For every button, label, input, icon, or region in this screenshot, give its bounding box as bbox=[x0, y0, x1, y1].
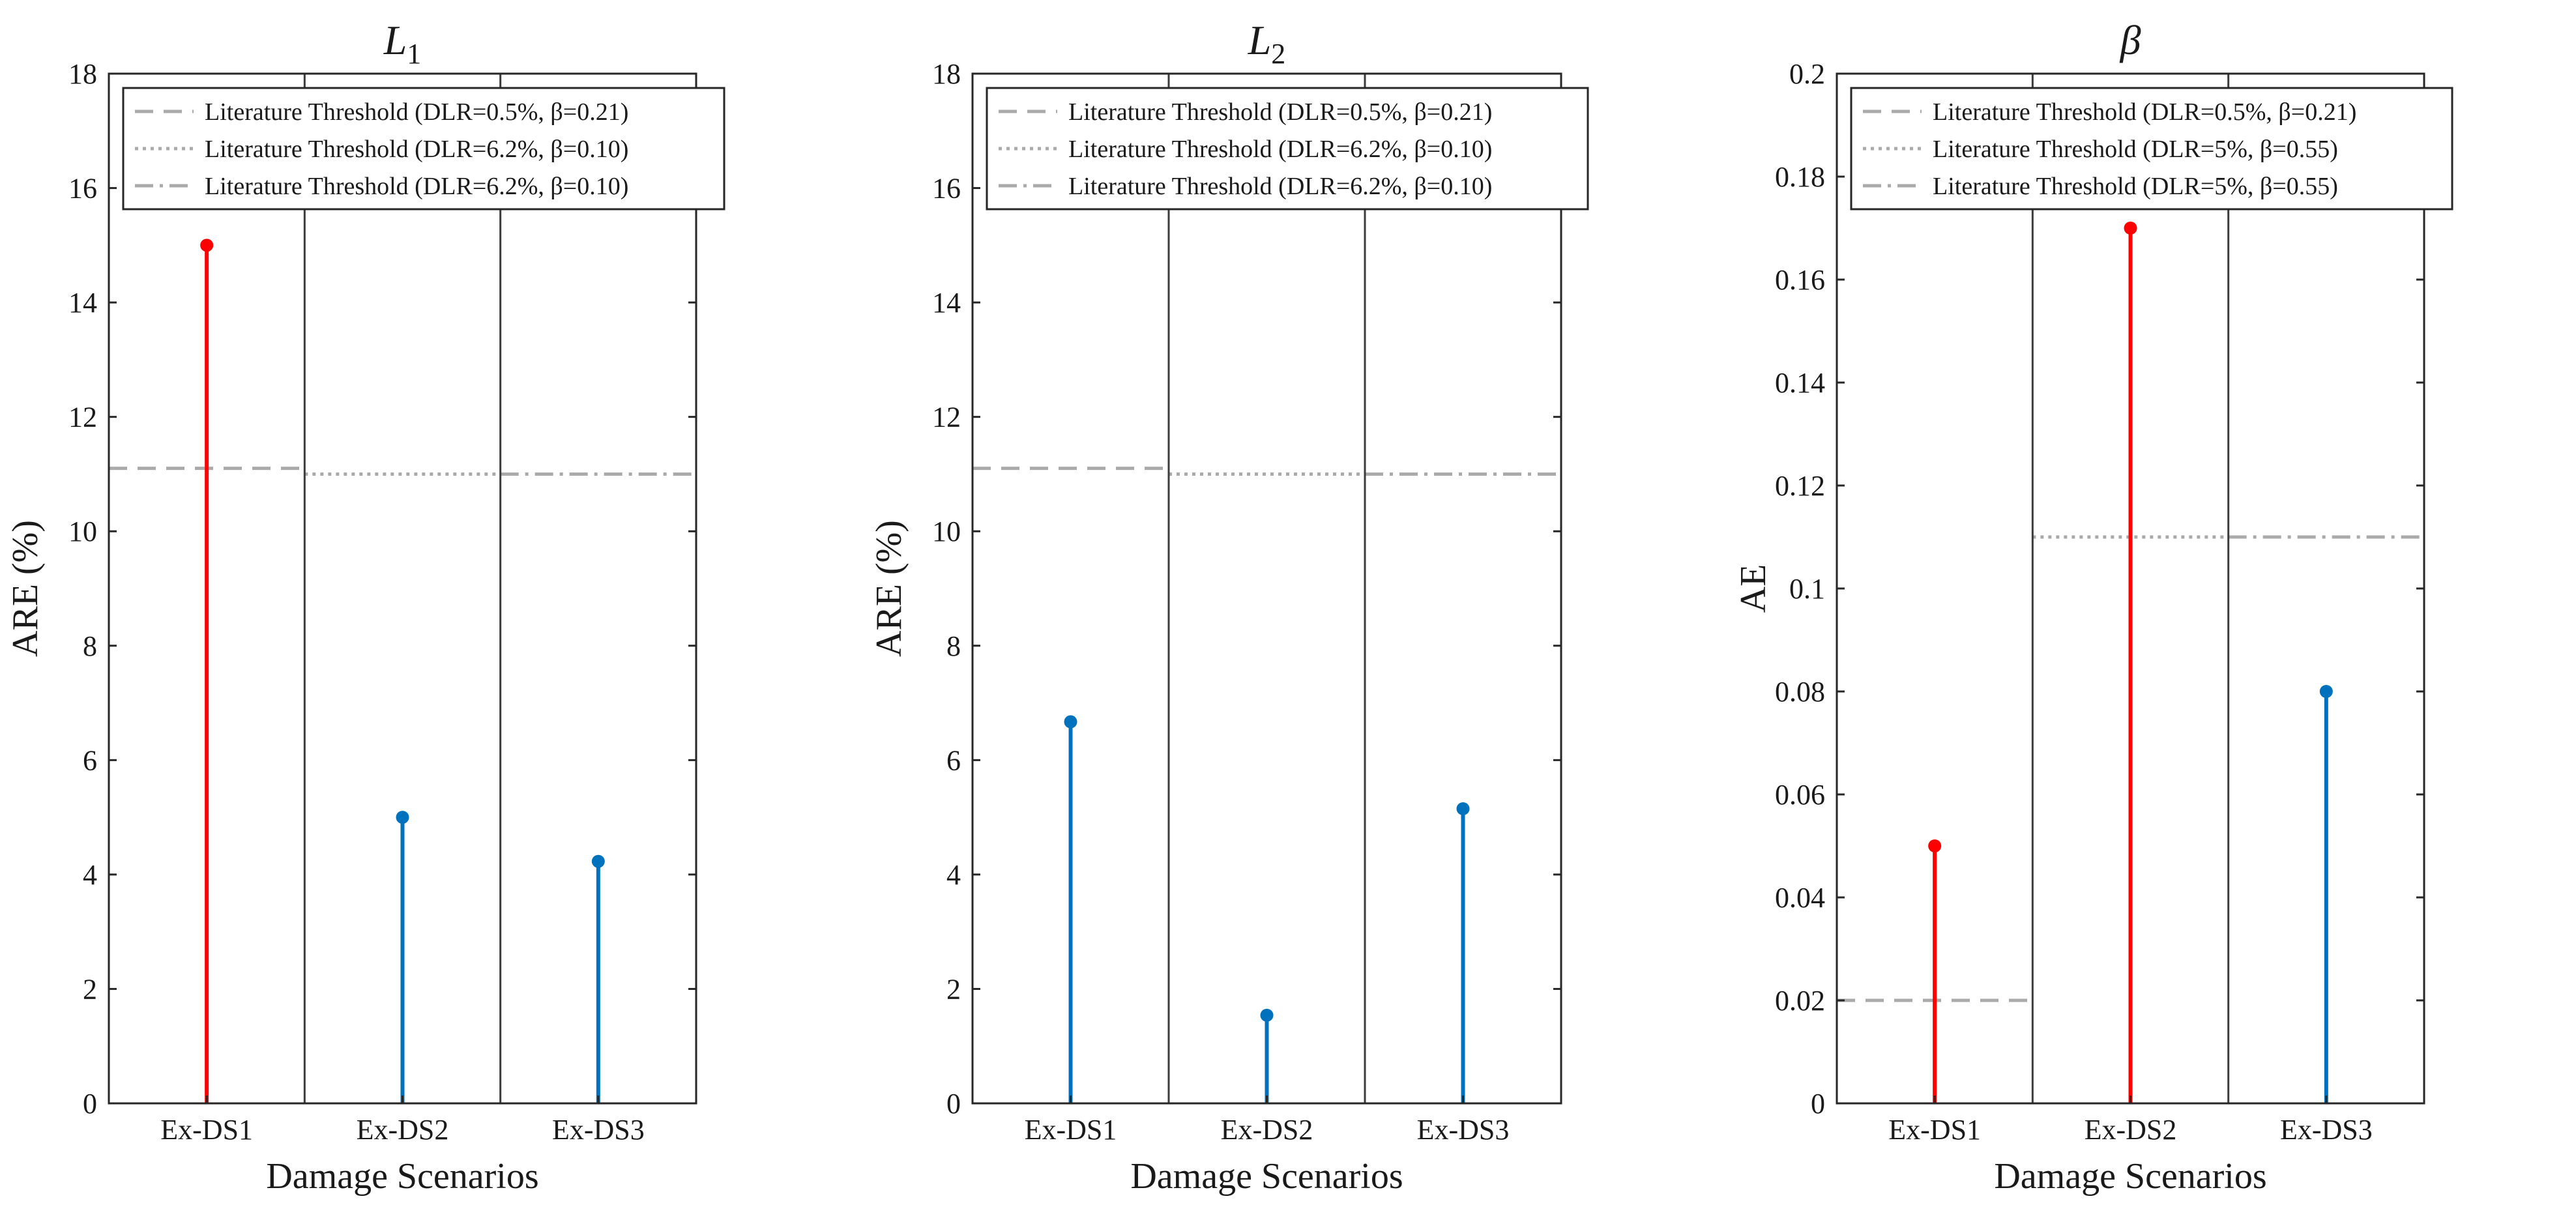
legend-entry-2: Literature Threshold (DLR=6.2%, β=0.10) bbox=[1068, 136, 1492, 163]
legend-entry-3: Literature Threshold (DLR=5%, β=0.55) bbox=[1933, 173, 2338, 200]
stem-marker-2 bbox=[2124, 222, 2137, 235]
y-tick-label: 0.06 bbox=[1775, 779, 1825, 811]
y-tick-label: 0 bbox=[1811, 1088, 1825, 1120]
y-tick-label: 0 bbox=[946, 1088, 961, 1120]
y-axis-label: ARE (%) bbox=[869, 520, 909, 657]
x-tick-label: Ex-DS3 bbox=[2280, 1114, 2373, 1146]
y-tick-label: 4 bbox=[83, 859, 97, 891]
x-tick-label: Ex-DS3 bbox=[1417, 1114, 1510, 1146]
y-tick-label: 0.14 bbox=[1775, 367, 1825, 399]
panel-title: L2 bbox=[1248, 17, 1286, 70]
axes-frame bbox=[971, 72, 1562, 1105]
x-axis-label: Damage Scenarios bbox=[1994, 1156, 2266, 1197]
legend-entry-2: Literature Threshold (DLR=6.2%, β=0.10) bbox=[205, 136, 628, 163]
stem-marker-1 bbox=[1064, 715, 1077, 729]
legend-entry-3: Literature Threshold (DLR=6.2%, β=0.10) bbox=[1068, 173, 1492, 200]
y-tick-label: 0.12 bbox=[1775, 470, 1825, 502]
x-tick-label: Ex-DS1 bbox=[160, 1114, 253, 1146]
stem-marker-3 bbox=[1456, 802, 1470, 815]
legend: Literature Threshold (DLR=0.5%, β=0.21) L… bbox=[986, 87, 1589, 211]
x-tick-label: Ex-DS2 bbox=[357, 1114, 449, 1146]
stem-marker-2 bbox=[396, 811, 409, 824]
panel-1: L1 0 2 4 6 8 10 12 14 16 18 Ex-DS1 Ex-DS2 Ex-DS3 Damag… bbox=[5, 17, 725, 1197]
x-axis-label: Damage Scenarios bbox=[1130, 1156, 1403, 1197]
legend-entry-1: Literature Threshold (DLR=0.5%, β=0.21) bbox=[1068, 98, 1492, 126]
panel-2: L2 0 2 4 6 8 10 12 14 16 18 Ex-DS1 Ex-DS2 Ex-DS3 Damag… bbox=[869, 17, 1589, 1197]
legend-entry-3: Literature Threshold (DLR=6.2%, β=0.10) bbox=[205, 173, 628, 200]
y-tick-label: 2 bbox=[946, 973, 961, 1005]
legend: Literature Threshold (DLR=0.5%, β=0.21) L… bbox=[122, 87, 725, 211]
y-tick-label: 18 bbox=[932, 58, 961, 90]
x-tick-label: Ex-DS2 bbox=[1221, 1114, 1313, 1146]
y-tick-label: 0.02 bbox=[1775, 985, 1825, 1017]
y-tick-label: 10 bbox=[932, 516, 961, 547]
stem-marker-2 bbox=[1260, 1008, 1274, 1022]
panel-3: β 0 0.02 0.04 0.06 0.08 0.1 0.12 0.14 0.16 0.18 0.2… bbox=[1733, 17, 2453, 1197]
stem-marker-1 bbox=[1928, 839, 1942, 852]
panel-title-subscript: 2 bbox=[1271, 38, 1285, 70]
y-tick-label: 0.18 bbox=[1775, 161, 1825, 193]
panel-title-subscript: 1 bbox=[407, 38, 421, 70]
y-tick-label: 12 bbox=[68, 401, 97, 433]
y-axis-label: AE bbox=[1733, 564, 1774, 613]
legend-entry-1: Literature Threshold (DLR=0.5%, β=0.21) bbox=[205, 98, 628, 126]
y-tick-label: 14 bbox=[68, 287, 97, 319]
legend-box bbox=[986, 87, 1589, 211]
y-tick-label: 0 bbox=[83, 1088, 97, 1120]
y-tick-label: 10 bbox=[68, 516, 97, 547]
panel-title: L1 bbox=[383, 17, 422, 70]
y-axis-label: ARE (%) bbox=[5, 520, 46, 657]
y-tick-label: 2 bbox=[83, 973, 97, 1005]
y-tick-label: 12 bbox=[932, 401, 961, 433]
legend-entry-1: Literature Threshold (DLR=0.5%, β=0.21) bbox=[1933, 98, 2356, 126]
y-tick-label: 8 bbox=[83, 630, 97, 662]
y-tick-label: 14 bbox=[932, 287, 961, 319]
y-tick-label: 0.2 bbox=[1789, 58, 1825, 90]
y-tick-label: 0.1 bbox=[1789, 573, 1825, 605]
stem-marker-3 bbox=[591, 854, 605, 868]
stem-marker-3 bbox=[2319, 685, 2333, 698]
y-tick-label: 6 bbox=[83, 744, 97, 776]
panel-title: β bbox=[2119, 17, 2141, 63]
y-tick-label: 18 bbox=[68, 58, 97, 90]
y-tick-label: 0.16 bbox=[1775, 264, 1825, 296]
y-tick-label: 0.04 bbox=[1775, 882, 1825, 914]
legend: Literature Threshold (DLR=0.5%, β=0.21) L… bbox=[1850, 87, 2453, 211]
y-tick-label: 0.08 bbox=[1775, 676, 1825, 708]
x-tick-label: Ex-DS3 bbox=[552, 1114, 645, 1146]
legend-box bbox=[1850, 87, 2453, 211]
y-tick-label: 6 bbox=[946, 744, 961, 776]
x-tick-label: Ex-DS1 bbox=[1025, 1114, 1117, 1146]
y-tick-label: 4 bbox=[946, 859, 961, 891]
legend-entry-2: Literature Threshold (DLR=5%, β=0.55) bbox=[1933, 136, 2338, 163]
x-tick-label: Ex-DS1 bbox=[1888, 1114, 1981, 1146]
x-axis-label: Damage Scenarios bbox=[266, 1156, 538, 1197]
y-tick-label: 16 bbox=[68, 173, 97, 205]
y-tick-label: 8 bbox=[946, 630, 961, 662]
y-tick-label: 16 bbox=[932, 173, 961, 205]
x-tick-label: Ex-DS2 bbox=[2085, 1114, 2177, 1146]
stem-marker-1 bbox=[200, 239, 214, 252]
legend-box bbox=[122, 87, 725, 211]
